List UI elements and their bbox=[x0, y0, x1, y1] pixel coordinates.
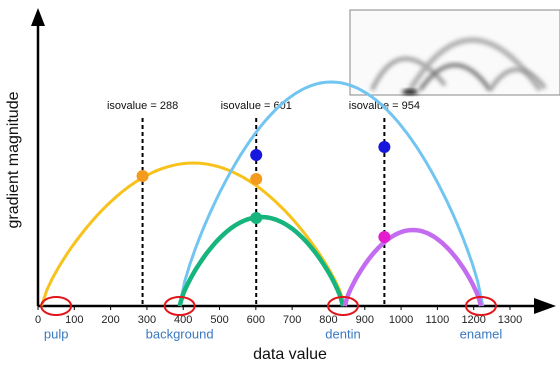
point bbox=[378, 231, 390, 243]
material-label: dentin bbox=[325, 326, 360, 341]
point bbox=[250, 212, 262, 224]
point bbox=[250, 173, 262, 185]
x-tick-label: 1000 bbox=[389, 314, 413, 326]
material-label: pulp bbox=[44, 326, 69, 341]
x-tick-label: 500 bbox=[210, 314, 228, 326]
isovalue-label: isovalue = 288 bbox=[107, 100, 178, 112]
x-tick-label: 1300 bbox=[498, 314, 522, 326]
point bbox=[378, 141, 390, 153]
x-tick-label: 900 bbox=[356, 314, 374, 326]
x-axis-arrow bbox=[534, 298, 556, 314]
x-tick-label: 200 bbox=[101, 314, 119, 326]
material-label: enamel bbox=[460, 326, 503, 341]
y-axis-arrow bbox=[31, 8, 45, 26]
chart: data value gradient magnitude 0 100 200 300… bbox=[0, 0, 560, 365]
point bbox=[137, 170, 149, 182]
x-axis-label: data value bbox=[253, 346, 327, 363]
x-tick-label: 600 bbox=[247, 314, 265, 326]
x-tick-label: 300 bbox=[138, 314, 156, 326]
x-tick-label: 0 bbox=[35, 314, 41, 326]
material-label: background bbox=[146, 326, 214, 341]
x-tick-label: 700 bbox=[283, 314, 301, 326]
point bbox=[250, 149, 262, 161]
x-tick-label: 1100 bbox=[426, 314, 450, 326]
y-axis-label: gradient magnitude bbox=[5, 91, 22, 228]
x-tick-label: 800 bbox=[319, 314, 337, 326]
arc bbox=[345, 230, 481, 306]
inset-image bbox=[350, 10, 560, 95]
x-tick-label: 100 bbox=[65, 314, 83, 326]
page: {"chart_data": { "type": "arc", "x_label… bbox=[0, 0, 560, 365]
